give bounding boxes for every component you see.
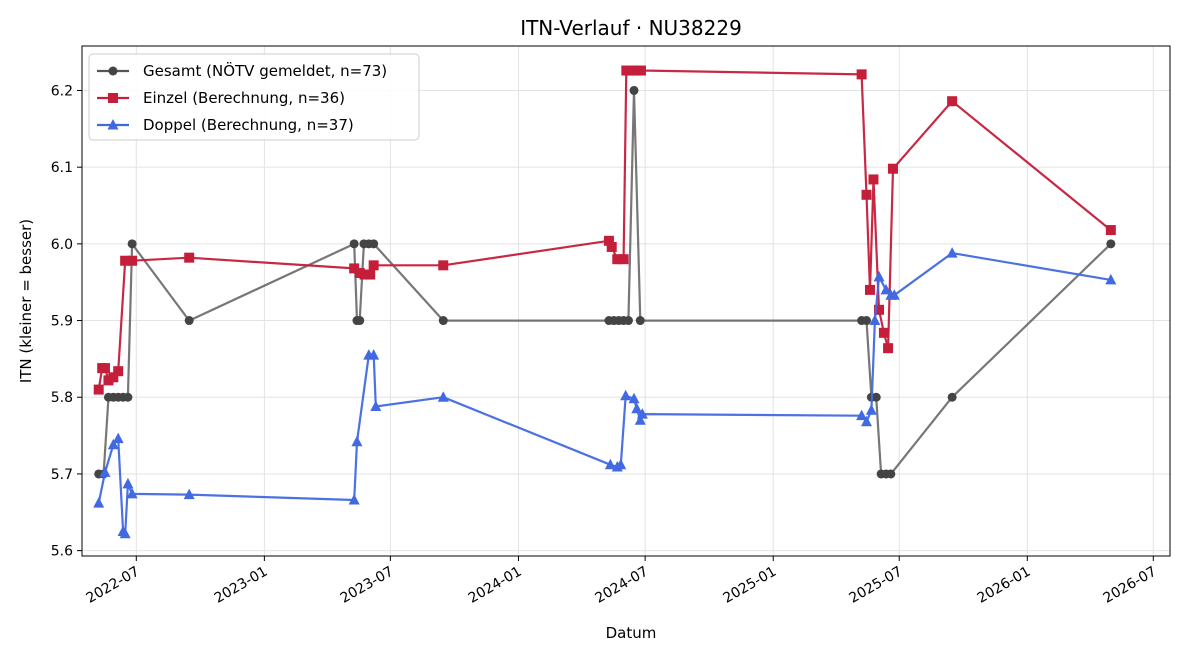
legend-label: Doppel (Berechnung, n=37)	[143, 116, 354, 134]
legend-marker	[107, 119, 119, 130]
y-tick-label: 6.1	[51, 160, 73, 176]
data-point	[438, 260, 449, 271]
chart-title: ITN-Verlauf · NU38229	[520, 16, 742, 40]
data-point	[873, 270, 885, 282]
data-point	[123, 392, 133, 402]
data-point	[355, 316, 365, 326]
y-tick-label: 5.9	[51, 314, 73, 330]
series-triangle	[93, 247, 1117, 539]
data-point	[871, 392, 881, 402]
legend-entry: Doppel (Berechnung, n=37)	[97, 116, 354, 134]
data-point	[636, 408, 648, 419]
data-point	[628, 392, 640, 404]
data-point	[370, 400, 382, 411]
y-tick-label: 5.7	[51, 467, 73, 483]
data-point	[862, 316, 872, 326]
y-axis: 5.6 5.7 5.8 5.9 6.0 6.1 6.2	[51, 83, 82, 560]
data-point	[635, 65, 646, 76]
data-point	[113, 366, 124, 377]
legend-box	[88, 53, 420, 141]
legend-marker	[108, 66, 118, 76]
data-point	[947, 392, 957, 402]
data-point	[99, 363, 110, 374]
data-point	[620, 389, 632, 401]
data-point	[184, 316, 194, 326]
y-tick-label: 5.6	[51, 544, 73, 560]
data-point	[946, 247, 958, 258]
data-point	[874, 304, 885, 315]
y-tick-label: 5.8	[51, 390, 73, 406]
data-point	[887, 163, 898, 174]
data-point	[127, 239, 137, 249]
data-point	[861, 189, 872, 200]
data-point	[369, 239, 379, 249]
data-point	[1105, 225, 1116, 236]
legend-entry: Einzel (Berechnung, n=36)	[97, 89, 345, 107]
y-tick-label: 6.2	[51, 83, 73, 99]
data-point	[1106, 239, 1116, 249]
data-point	[437, 391, 449, 402]
series-square	[93, 65, 1116, 395]
data-point	[120, 255, 131, 266]
data-point	[603, 235, 614, 246]
data-point	[886, 469, 896, 479]
data-point	[127, 255, 138, 266]
series-layer	[93, 65, 1117, 539]
data-point	[606, 241, 617, 252]
data-point	[349, 239, 359, 249]
legend-label: Einzel (Berechnung, n=36)	[143, 89, 345, 107]
data-point	[349, 263, 360, 274]
data-point	[108, 372, 119, 383]
data-point	[865, 404, 877, 415]
legend: Gesamt (NÖTV gemeldet, n=73) Einzel (Bere…	[88, 53, 420, 141]
data-point	[126, 487, 138, 499]
data-point	[883, 343, 894, 354]
data-point	[880, 283, 892, 295]
data-point	[107, 438, 119, 450]
data-point	[184, 252, 195, 263]
y-tick-label: 6.0	[51, 237, 73, 253]
data-point	[1105, 273, 1117, 285]
data-point	[861, 415, 873, 427]
data-point	[438, 316, 448, 326]
data-point	[856, 69, 867, 80]
data-point	[99, 466, 111, 477]
data-point	[947, 96, 958, 107]
data-point	[612, 254, 623, 265]
data-point	[351, 435, 363, 447]
y-axis-label: ITN (kleiner = besser)	[17, 219, 35, 383]
data-point	[112, 432, 124, 444]
data-point	[618, 254, 629, 265]
data-point	[604, 458, 616, 470]
data-point	[623, 316, 633, 326]
data-point	[368, 349, 380, 360]
data-point	[856, 409, 868, 421]
data-point	[635, 316, 645, 326]
data-point	[359, 269, 370, 280]
data-point	[119, 527, 131, 539]
data-point	[864, 284, 875, 295]
data-point	[368, 260, 379, 271]
legend-label: Gesamt (NÖTV gemeldet, n=73)	[143, 61, 387, 80]
data-point	[365, 269, 376, 280]
x-axis-label: Datum	[606, 624, 657, 642]
data-point	[93, 497, 105, 508]
data-point	[888, 289, 900, 300]
data-point	[868, 174, 879, 185]
data-point	[629, 85, 639, 95]
data-point	[122, 477, 134, 489]
legend-marker	[108, 93, 118, 103]
data-point	[348, 494, 360, 505]
plot-frame	[81, 45, 1171, 557]
data-point	[621, 65, 632, 76]
data-point	[878, 327, 889, 338]
legend-entry: Gesamt (NÖTV gemeldet, n=73)	[97, 61, 387, 80]
data-point	[615, 458, 627, 470]
data-point	[634, 414, 646, 425]
data-point	[631, 402, 643, 414]
data-point	[183, 488, 195, 500]
data-point	[869, 314, 881, 326]
data-point	[93, 384, 104, 395]
